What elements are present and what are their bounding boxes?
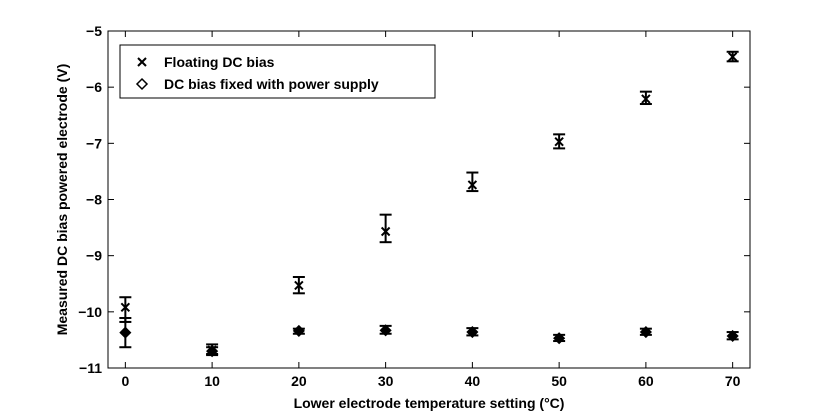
point-floating <box>554 136 564 147</box>
legend-marker-cross <box>137 57 147 67</box>
point-fixed <box>379 324 392 337</box>
legend-label-fixed: DC bias fixed with power supply <box>164 76 379 92</box>
x-tick-label: 70 <box>725 373 741 389</box>
point-fixed <box>292 324 305 337</box>
x-tick-label: 40 <box>465 373 481 389</box>
legend-label-floating: Floating DC bias <box>164 54 275 70</box>
y-tick-label: −7 <box>86 135 102 151</box>
legend-box <box>119 44 436 99</box>
y-axis-title: Measured DC bias powered electrode (V) <box>54 64 70 336</box>
point-fixed <box>553 332 566 345</box>
point-floating <box>467 180 478 190</box>
legend: Floating DC bias DC bias fixed with powe… <box>119 44 436 99</box>
legend-marker-diamond <box>135 77 149 91</box>
x-tick-label: 10 <box>204 373 220 389</box>
errorbar-floating <box>379 213 392 244</box>
y-tick-label: −6 <box>86 79 102 95</box>
ticks: 0 10 20 30 40 50 60 70 −11 −10 −9 −8 −7 −6 −5 <box>78 23 750 389</box>
point-fixed <box>119 326 132 339</box>
x-axis-title: Lower electrode temperature setting (°C) <box>294 395 565 411</box>
point-fixed <box>639 325 652 339</box>
y-tick-label: −11 <box>79 360 102 376</box>
x-tick-label: 0 <box>121 373 129 389</box>
legend-cross-glyph <box>137 57 147 67</box>
y-tick-label: −8 <box>86 192 102 208</box>
data-marks <box>119 50 739 358</box>
point-fixed <box>726 329 739 343</box>
x-tick-label: 20 <box>291 373 307 389</box>
x-tick-label: 30 <box>378 373 394 389</box>
point-floating <box>380 226 391 237</box>
y-tick-label: −10 <box>78 304 102 320</box>
point-floating <box>727 52 738 62</box>
point-floating <box>294 280 304 291</box>
errorbar-floating <box>466 171 479 193</box>
point-fixed <box>466 325 479 339</box>
y-tick-label: −9 <box>86 248 102 264</box>
x-tick-label: 50 <box>551 373 567 389</box>
point-fixed <box>206 345 219 358</box>
point-floating <box>120 302 131 313</box>
x-tick-label: 60 <box>638 373 654 389</box>
y-tick-label: −5 <box>86 23 102 39</box>
point-floating <box>641 94 651 104</box>
legend-diamond-glyph <box>135 77 149 91</box>
